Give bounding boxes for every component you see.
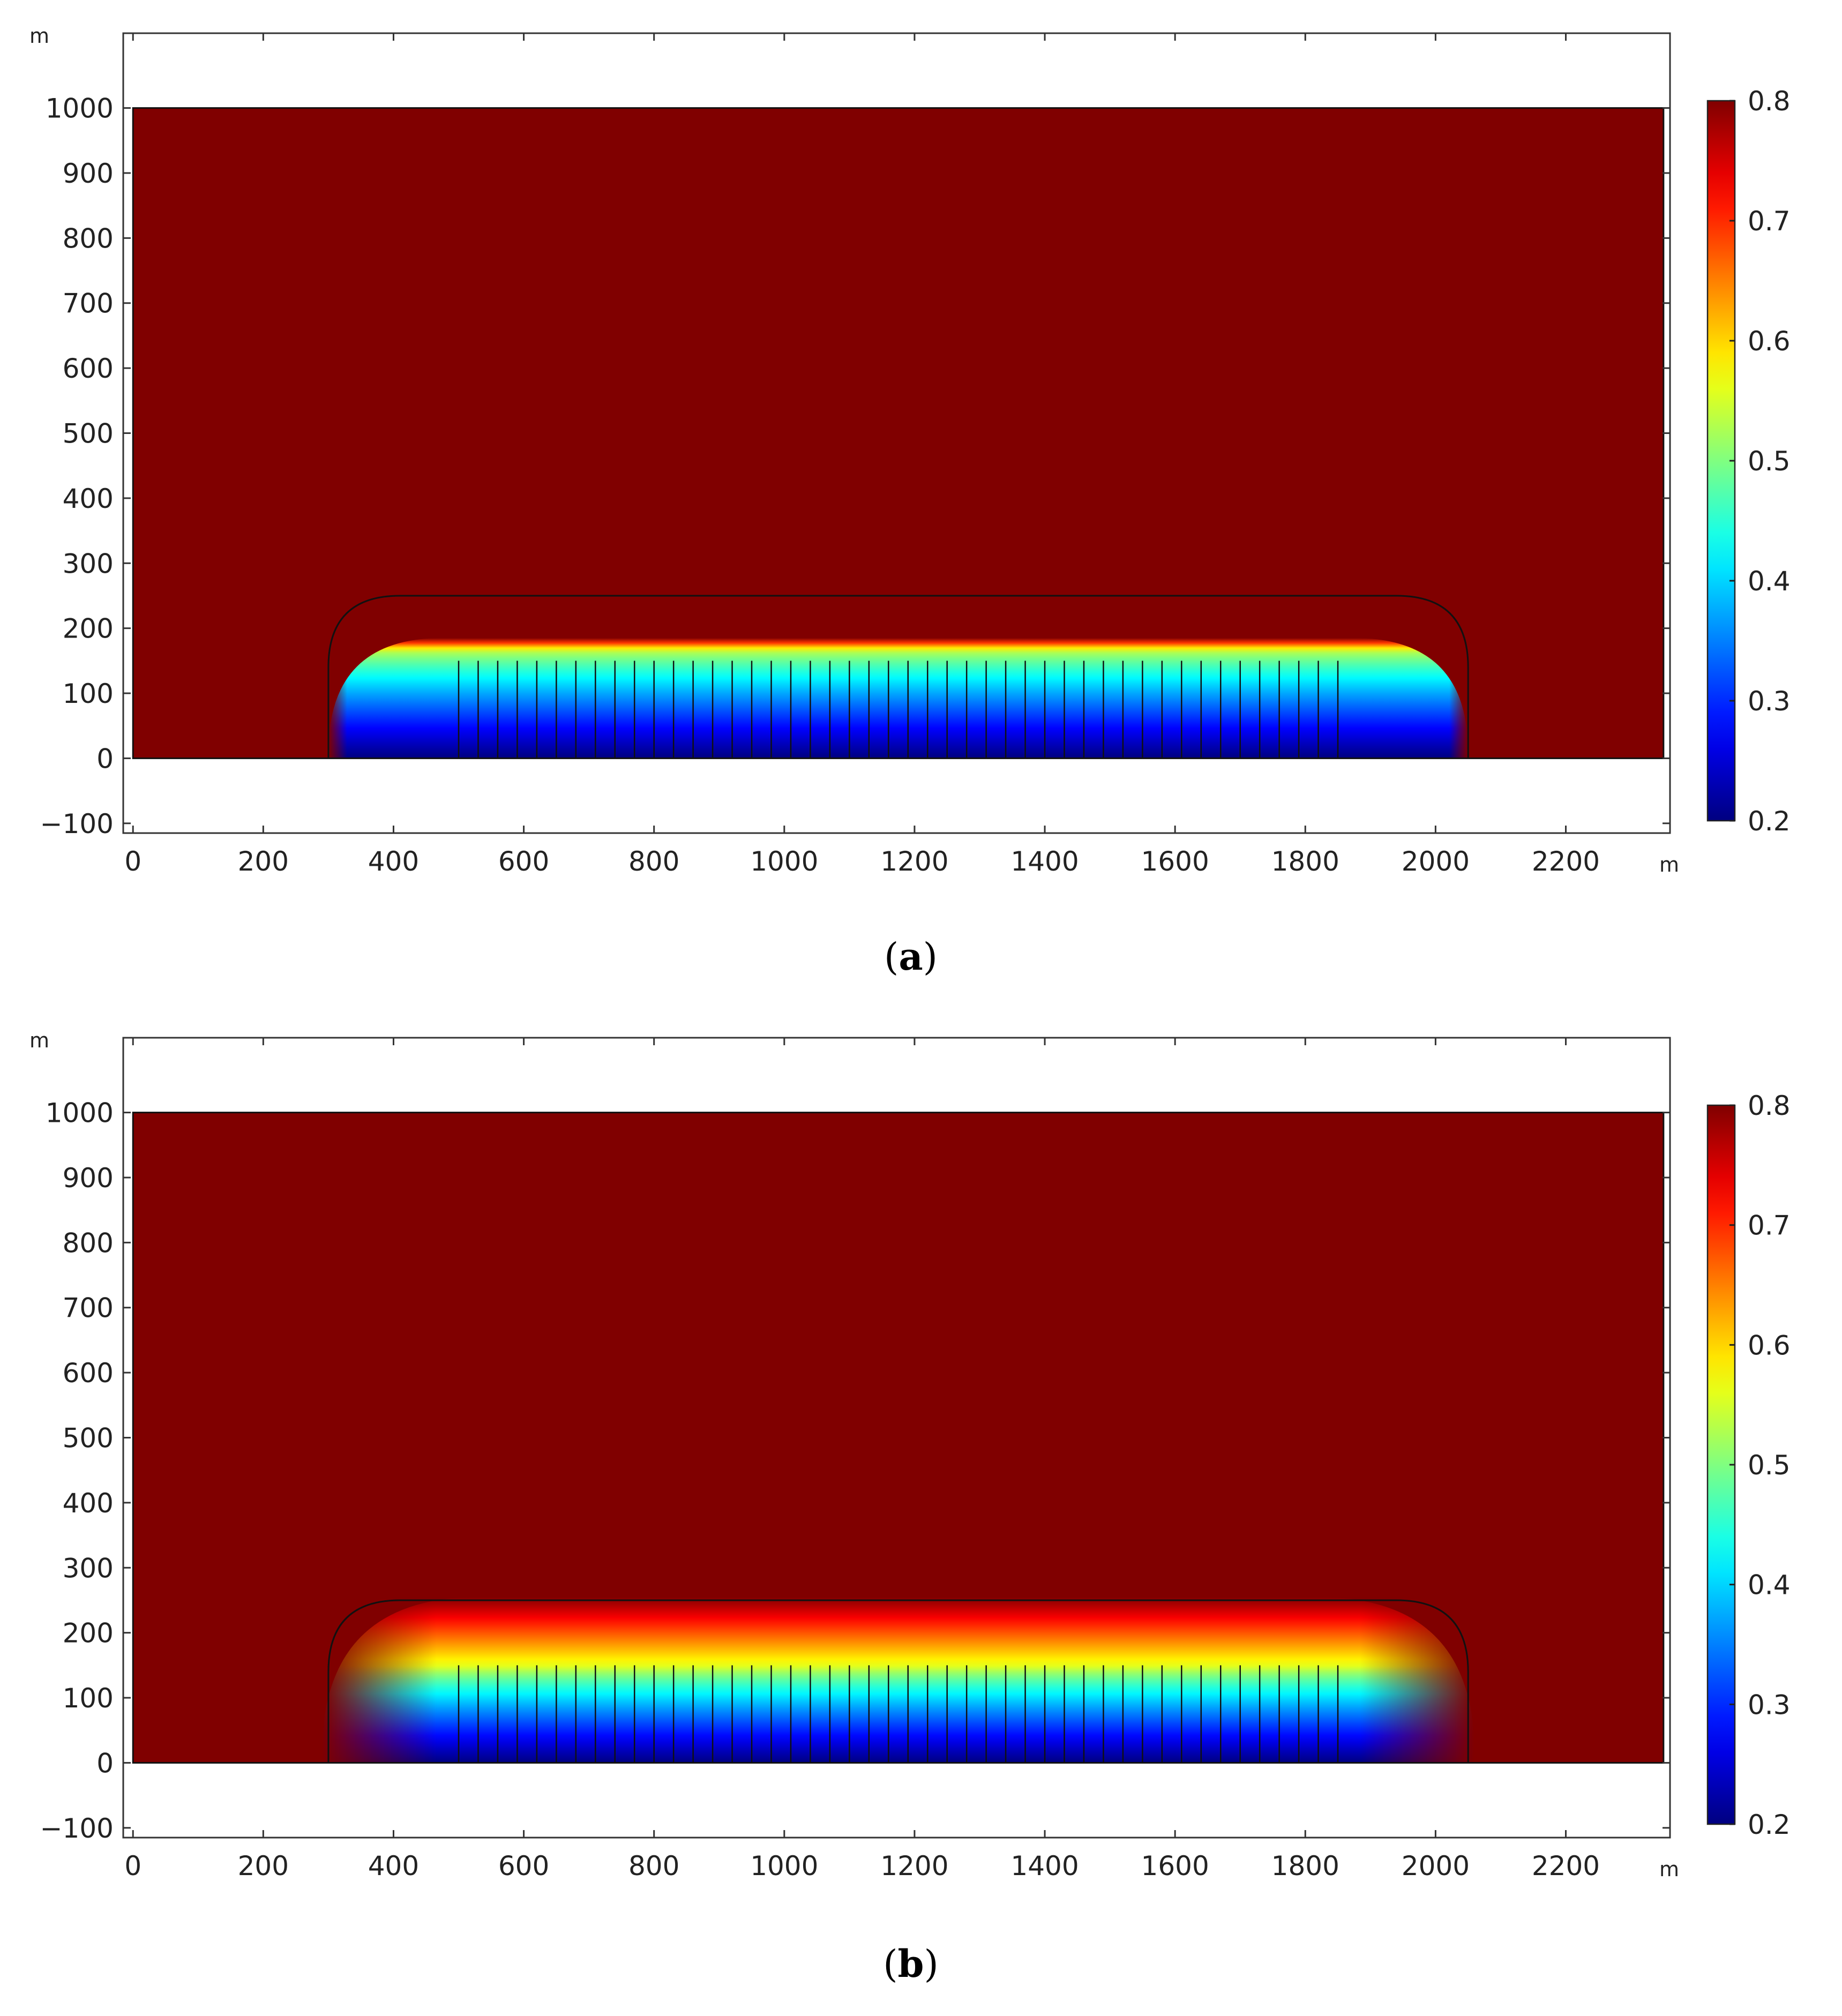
colorbar-tick-label: 0.6 (1748, 326, 1791, 357)
x-unit-label: m (1659, 1857, 1679, 1881)
x-unit-label: m (1659, 853, 1679, 876)
x-tick-label: 2200 (1532, 1850, 1600, 1882)
temperature-plume (321, 1597, 1475, 1763)
x-tick-label: 1400 (1010, 846, 1079, 877)
colorbar-tick-label: 0.3 (1748, 686, 1791, 717)
x-tick-label: 1000 (750, 846, 818, 877)
colorbar-tick-label: 0.2 (1748, 806, 1791, 837)
y-tick-label: 900 (63, 158, 114, 189)
colorbar-tick-label: 0.6 (1748, 1330, 1791, 1361)
y-tick-label: 0 (96, 743, 114, 774)
x-tick-label: 2200 (1532, 846, 1600, 877)
panel-caption: (b) (883, 1942, 939, 1986)
colorbar-tick-label: 0.2 (1748, 1809, 1791, 1840)
colorbar-tick-label: 0.5 (1748, 446, 1791, 477)
colorbar-tick-label: 0.5 (1748, 1450, 1791, 1481)
colorbar-tick-label: 0.8 (1748, 1090, 1791, 1121)
x-tick-label: 1200 (880, 1850, 948, 1882)
y-tick-label: 300 (63, 548, 114, 579)
y-tick-label: 600 (63, 353, 114, 384)
x-tick-label: 2000 (1402, 1850, 1470, 1882)
zone-outline (327, 595, 1469, 759)
x-tick-label: 1800 (1271, 1850, 1339, 1882)
y-tick-label: 500 (63, 418, 114, 449)
colorbar-tick-label: 0.4 (1748, 1570, 1791, 1601)
y-tick-label: 800 (63, 223, 114, 254)
y-tick-label: 900 (63, 1163, 114, 1194)
x-tick-label: 0 (124, 846, 141, 877)
x-tick-label: 1800 (1271, 846, 1339, 877)
panel-b: 0 200 400 600 800 1000 1200 1400 1600 1800 2000 220… (29, 1029, 1791, 1986)
x-tick-label: 1600 (1141, 1850, 1209, 1882)
y-tick-label: 300 (63, 1553, 114, 1584)
x-tick-label: 1200 (880, 846, 948, 877)
x-tick-label: 1600 (1141, 846, 1209, 877)
colorbar-tick-label: 0.8 (1748, 86, 1791, 117)
y-tick-label: 100 (63, 678, 114, 709)
colorbar-tick-label: 0.3 (1748, 1689, 1791, 1720)
x-tick-label: 800 (628, 846, 679, 877)
x-tick-label: 800 (628, 1850, 679, 1882)
y-tick-label: −100 (40, 808, 114, 840)
y-tick-label: 700 (63, 1293, 114, 1324)
y-tick-label: 400 (63, 483, 114, 514)
colorbar-tick-label: 0.7 (1748, 1210, 1791, 1241)
colorbar-tick-label: 0.7 (1748, 206, 1791, 237)
zone-outline (327, 1599, 1469, 1763)
colorbar-tick-label: 0.4 (1748, 566, 1791, 597)
y-tick-label: 1000 (46, 93, 114, 124)
x-tick-label: 0 (124, 1850, 141, 1882)
y-tick-label: 400 (63, 1488, 114, 1519)
y-unit-label: m (29, 24, 49, 48)
x-tick-label: 200 (238, 1850, 289, 1882)
x-tick-label: 200 (238, 846, 289, 877)
x-tick-label: 1000 (750, 1850, 818, 1882)
y-unit-label: m (29, 1029, 49, 1052)
x-tick-label: 400 (368, 1850, 419, 1882)
y-tick-label: 700 (63, 288, 114, 319)
panel-a: 0 200 400 600 800 1000 1200 1400 1600 1800 2000 220… (29, 24, 1791, 979)
y-tick-label: 200 (63, 1618, 114, 1649)
x-tick-label: 600 (498, 846, 549, 877)
y-tick-label: 0 (96, 1748, 114, 1779)
temperature-plume (328, 638, 1469, 759)
y-tick-label: 500 (63, 1423, 114, 1454)
y-tick-label: −100 (40, 1813, 114, 1844)
y-tick-label: 800 (63, 1227, 114, 1258)
x-tick-label: 400 (368, 846, 419, 877)
y-tick-label: 600 (63, 1358, 114, 1389)
y-tick-label: 200 (63, 613, 114, 644)
x-tick-label: 600 (498, 1850, 549, 1882)
y-tick-label: 100 (63, 1683, 114, 1714)
panel-caption: (a) (884, 934, 938, 979)
x-tick-label: 2000 (1402, 846, 1470, 877)
x-tick-label: 1400 (1010, 1850, 1079, 1882)
y-tick-label: 1000 (46, 1098, 114, 1129)
